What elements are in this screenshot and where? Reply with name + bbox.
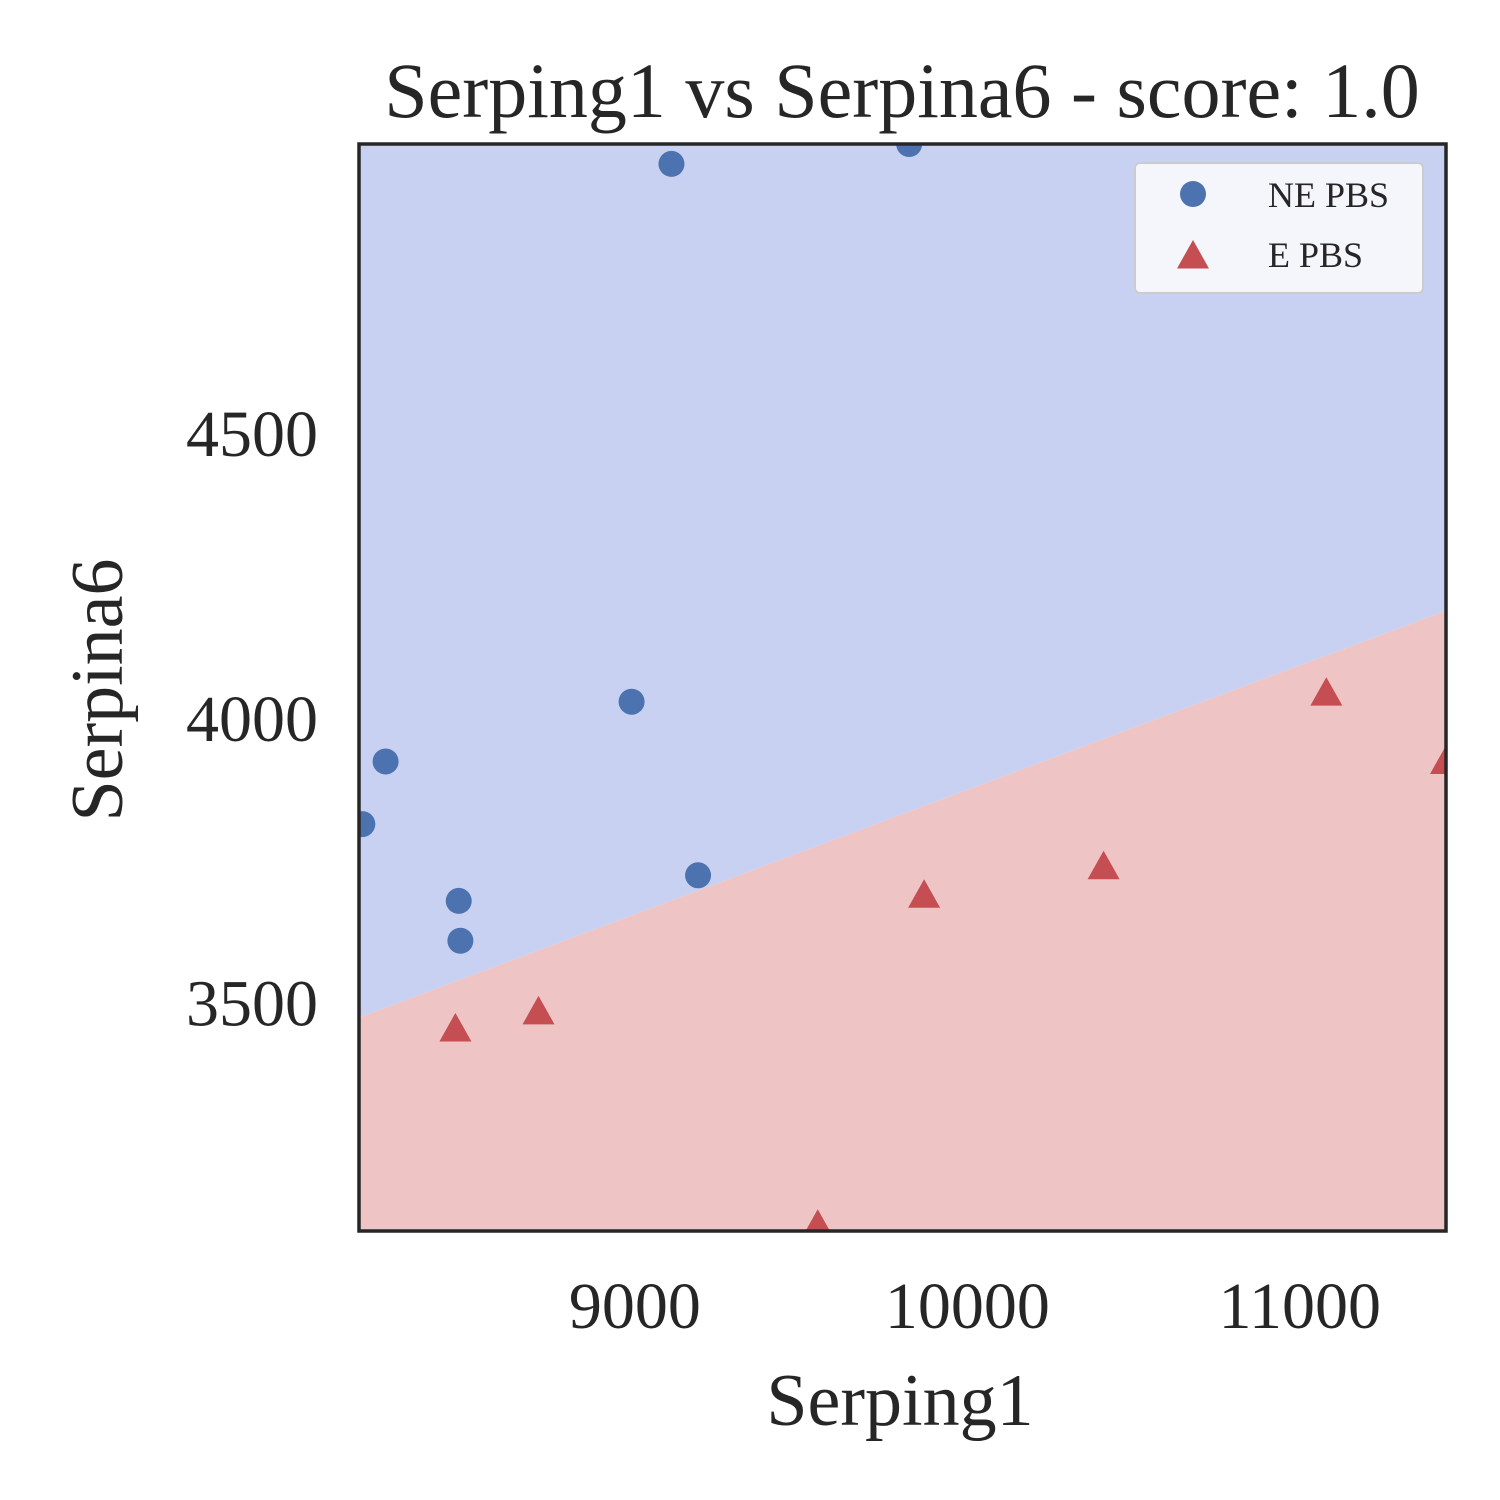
point-ne-pbs-1: [896, 144, 923, 157]
chart-title: Serping1 vs Serpina6 - score: 1.0: [384, 47, 1419, 134]
x-tick-10000: 10000: [885, 1270, 1050, 1343]
point-ne-pbs-2: [618, 688, 645, 715]
point-e-pbs-5: [1310, 677, 1343, 706]
decision-region-e-pbs: [359, 610, 1446, 1231]
point-ne-pbs-6: [447, 927, 474, 954]
point-e-pbs-1: [522, 995, 555, 1025]
point-ne-pbs-7: [685, 862, 712, 889]
legend-label-e-pbs: E PBS: [1268, 235, 1363, 275]
legend-box: [1134, 162, 1424, 294]
point-e-pbs-6: [1430, 745, 1446, 774]
point-ne-pbs-4: [359, 811, 376, 838]
plot-area: [359, 144, 1446, 1231]
legend-label-ne-pbs: NE PBS: [1268, 175, 1389, 215]
y-tick-labels: 3500 4000 4500: [186, 398, 318, 1040]
point-e-pbs-4: [1087, 850, 1120, 880]
legend-marker-e-pbs: [1177, 240, 1209, 269]
point-ne-pbs-5: [445, 887, 472, 914]
x-axis-label: Serping1: [766, 1360, 1033, 1442]
x-tick-9000: 9000: [569, 1270, 701, 1343]
point-ne-pbs-3: [372, 748, 399, 775]
y-tick-3500: 3500: [186, 967, 318, 1040]
legend-marker-ne-pbs: [1180, 181, 1206, 207]
point-ne-pbs-0: [658, 150, 685, 177]
point-e-pbs-3: [908, 879, 941, 908]
y-tick-4000: 4000: [186, 683, 318, 756]
legend: NE PBS E PBS: [1134, 162, 1424, 294]
x-tick-labels: 9000 10000 11000: [569, 1270, 1381, 1343]
data-points: [359, 144, 1446, 1231]
plot-frame: [357, 142, 1448, 1233]
point-e-pbs-0: [439, 1012, 472, 1042]
decision-region-ne-pbs: [359, 144, 1446, 1018]
point-e-pbs-2: [805, 1209, 830, 1231]
x-tick-11000: 11000: [1218, 1270, 1381, 1343]
y-axis-label: Serpina6: [57, 558, 139, 821]
y-tick-4500: 4500: [186, 398, 318, 471]
